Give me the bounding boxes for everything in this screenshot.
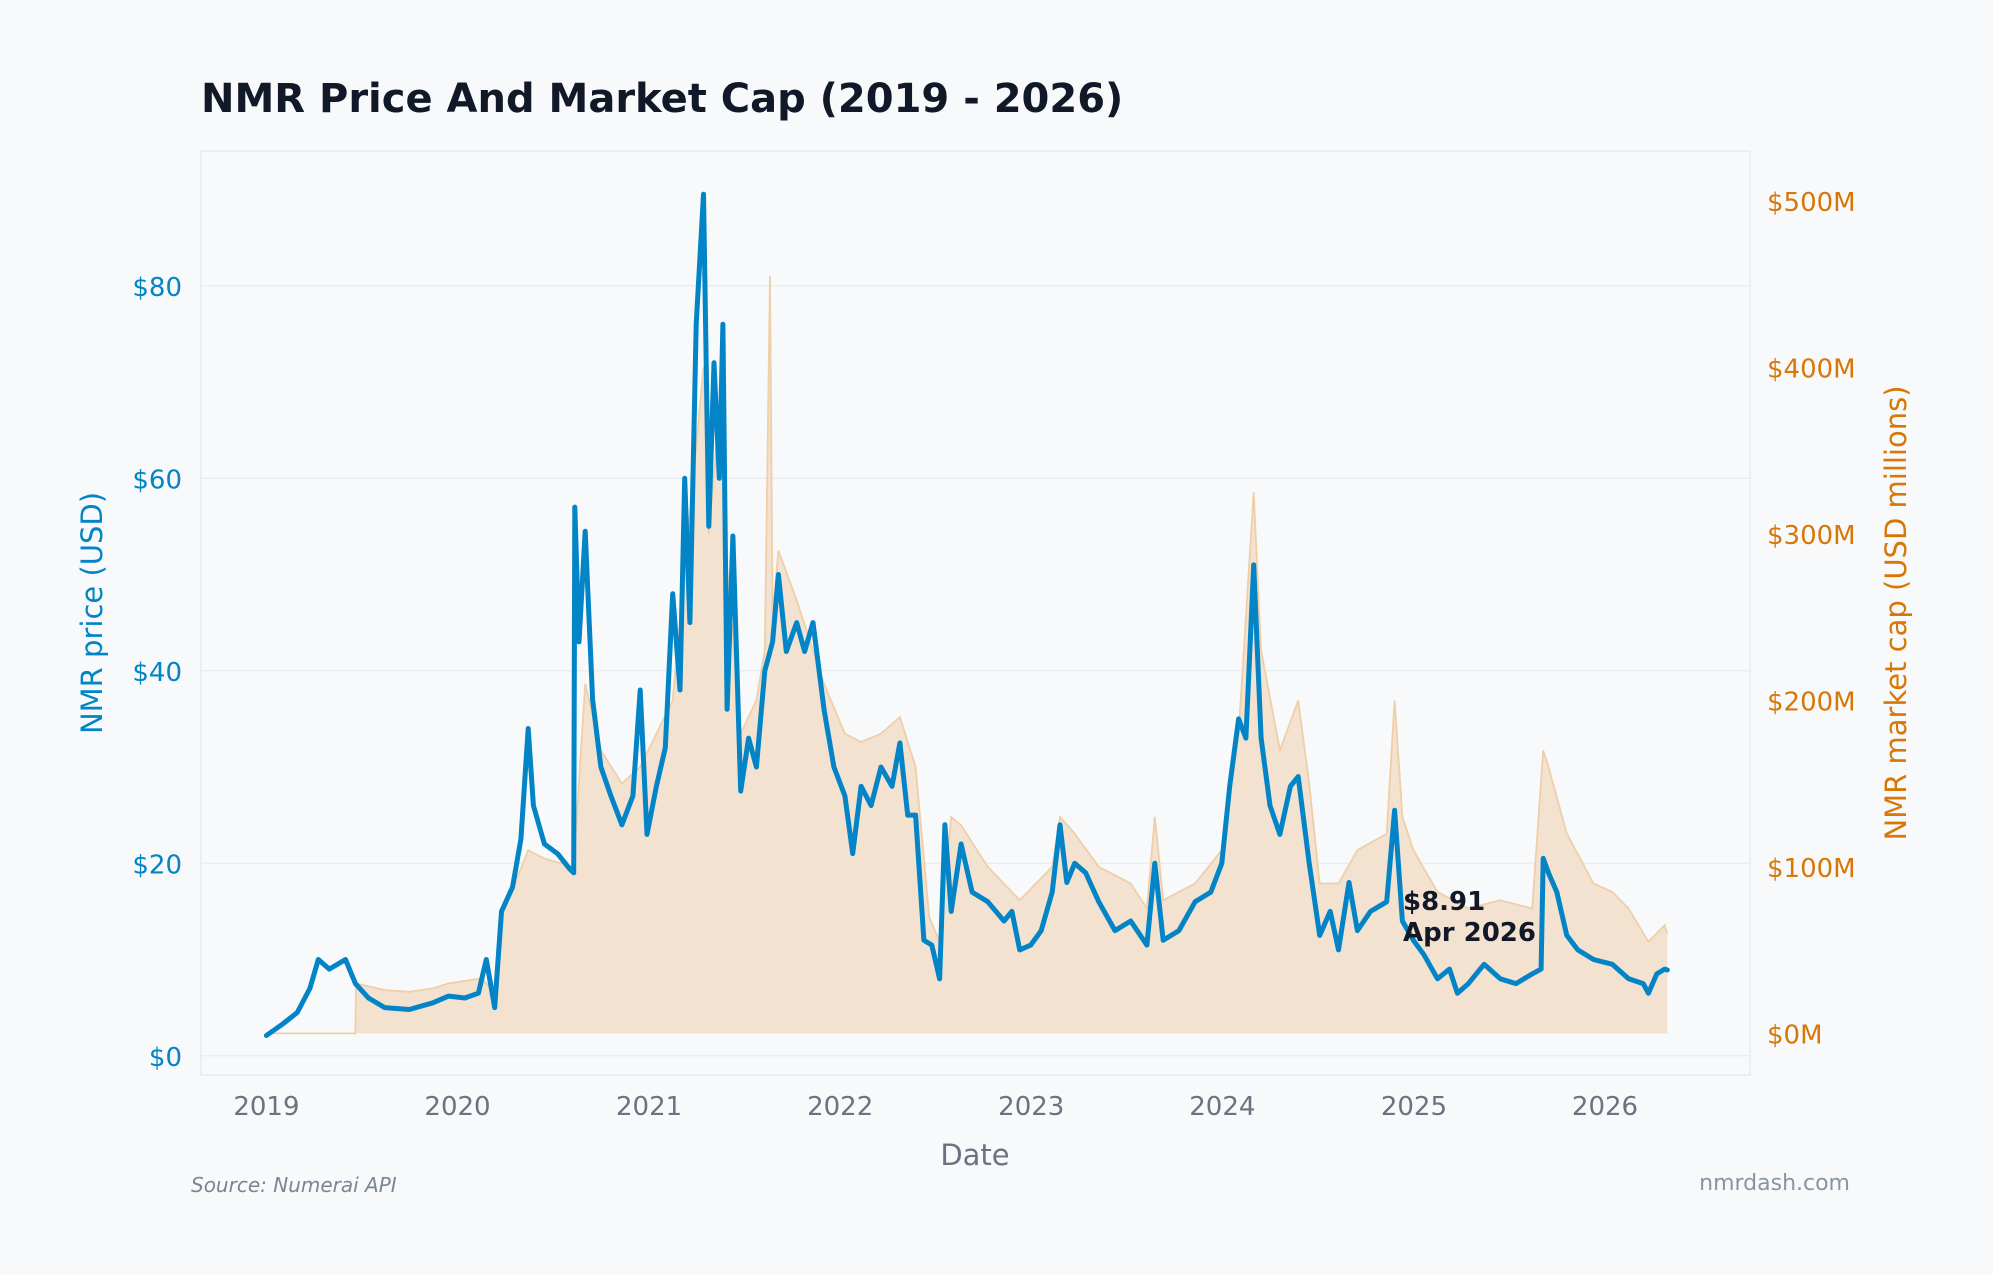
x-tick-label: 2024: [1189, 1092, 1255, 1122]
x-tick-label: 2019: [233, 1092, 299, 1122]
site-name: nmrdash.com: [1699, 1171, 1850, 1196]
left-tick-label: $80: [132, 273, 182, 303]
x-tick-label: 2022: [807, 1092, 873, 1122]
chart-title: NMR Price And Market Cap (2019 - 2026): [201, 76, 1123, 122]
annotation-value: $8.91: [1403, 887, 1485, 917]
x-tick-label: 2021: [616, 1092, 682, 1122]
right-tick-label: $100M: [1767, 854, 1856, 884]
price-series: [263, 191, 1670, 1038]
right-tick-label: $0M: [1767, 1020, 1823, 1050]
right-tick-label: $300M: [1767, 521, 1856, 551]
market-cap-line: [266, 275, 1669, 1035]
left-axis-ticks: $0 $20 $40 $60 $80: [132, 273, 182, 1073]
y-axis-right-label: NMR market cap (USD millions): [1879, 385, 1913, 840]
left-tick-label: $0: [149, 1043, 182, 1073]
left-tick-label: $40: [132, 658, 182, 688]
x-tick-label: 2026: [1572, 1092, 1638, 1122]
source-note: Source: Numerai API: [191, 1173, 397, 1197]
right-tick-label: $400M: [1767, 354, 1856, 384]
right-tick-label: $500M: [1767, 188, 1856, 218]
plot-frame: [200, 150, 1751, 1076]
annotation-date: Apr 2026: [1403, 918, 1536, 948]
x-tick-label: 2020: [424, 1092, 490, 1122]
x-tick-label: 2025: [1381, 1092, 1447, 1122]
right-tick-label: $200M: [1767, 687, 1856, 717]
market-cap-area: [266, 275, 1668, 1034]
gridlines: [201, 285, 1750, 1057]
left-tick-label: $60: [132, 465, 182, 495]
left-tick-label: $20: [132, 850, 182, 880]
market-cap-series: [266, 275, 1669, 1035]
x-tick-label: 2023: [998, 1092, 1064, 1122]
x-axis-ticks: 2019 2020 2021 2022 2023 2024 2025 2026: [233, 1092, 1638, 1122]
price-line: [263, 191, 1670, 1038]
y-axis-left-label: NMR price (USD): [75, 492, 109, 734]
x-axis-label: Date: [940, 1138, 1009, 1172]
right-axis-ticks: $0M $100M $200M $300M $400M $500M: [1767, 188, 1856, 1050]
